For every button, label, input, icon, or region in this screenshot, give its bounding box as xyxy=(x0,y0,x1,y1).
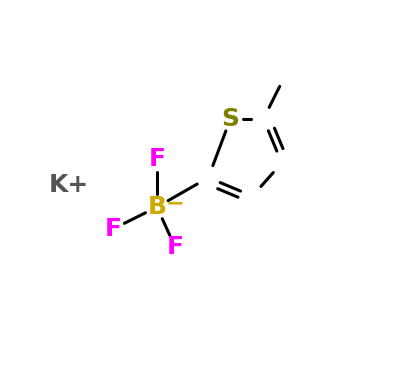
Text: S: S xyxy=(221,107,239,131)
Text: −: − xyxy=(165,194,183,213)
Text: F: F xyxy=(148,147,165,171)
Text: B: B xyxy=(147,195,166,219)
Text: F: F xyxy=(166,235,183,259)
Text: K+: K+ xyxy=(49,173,89,197)
Text: F: F xyxy=(104,217,121,241)
